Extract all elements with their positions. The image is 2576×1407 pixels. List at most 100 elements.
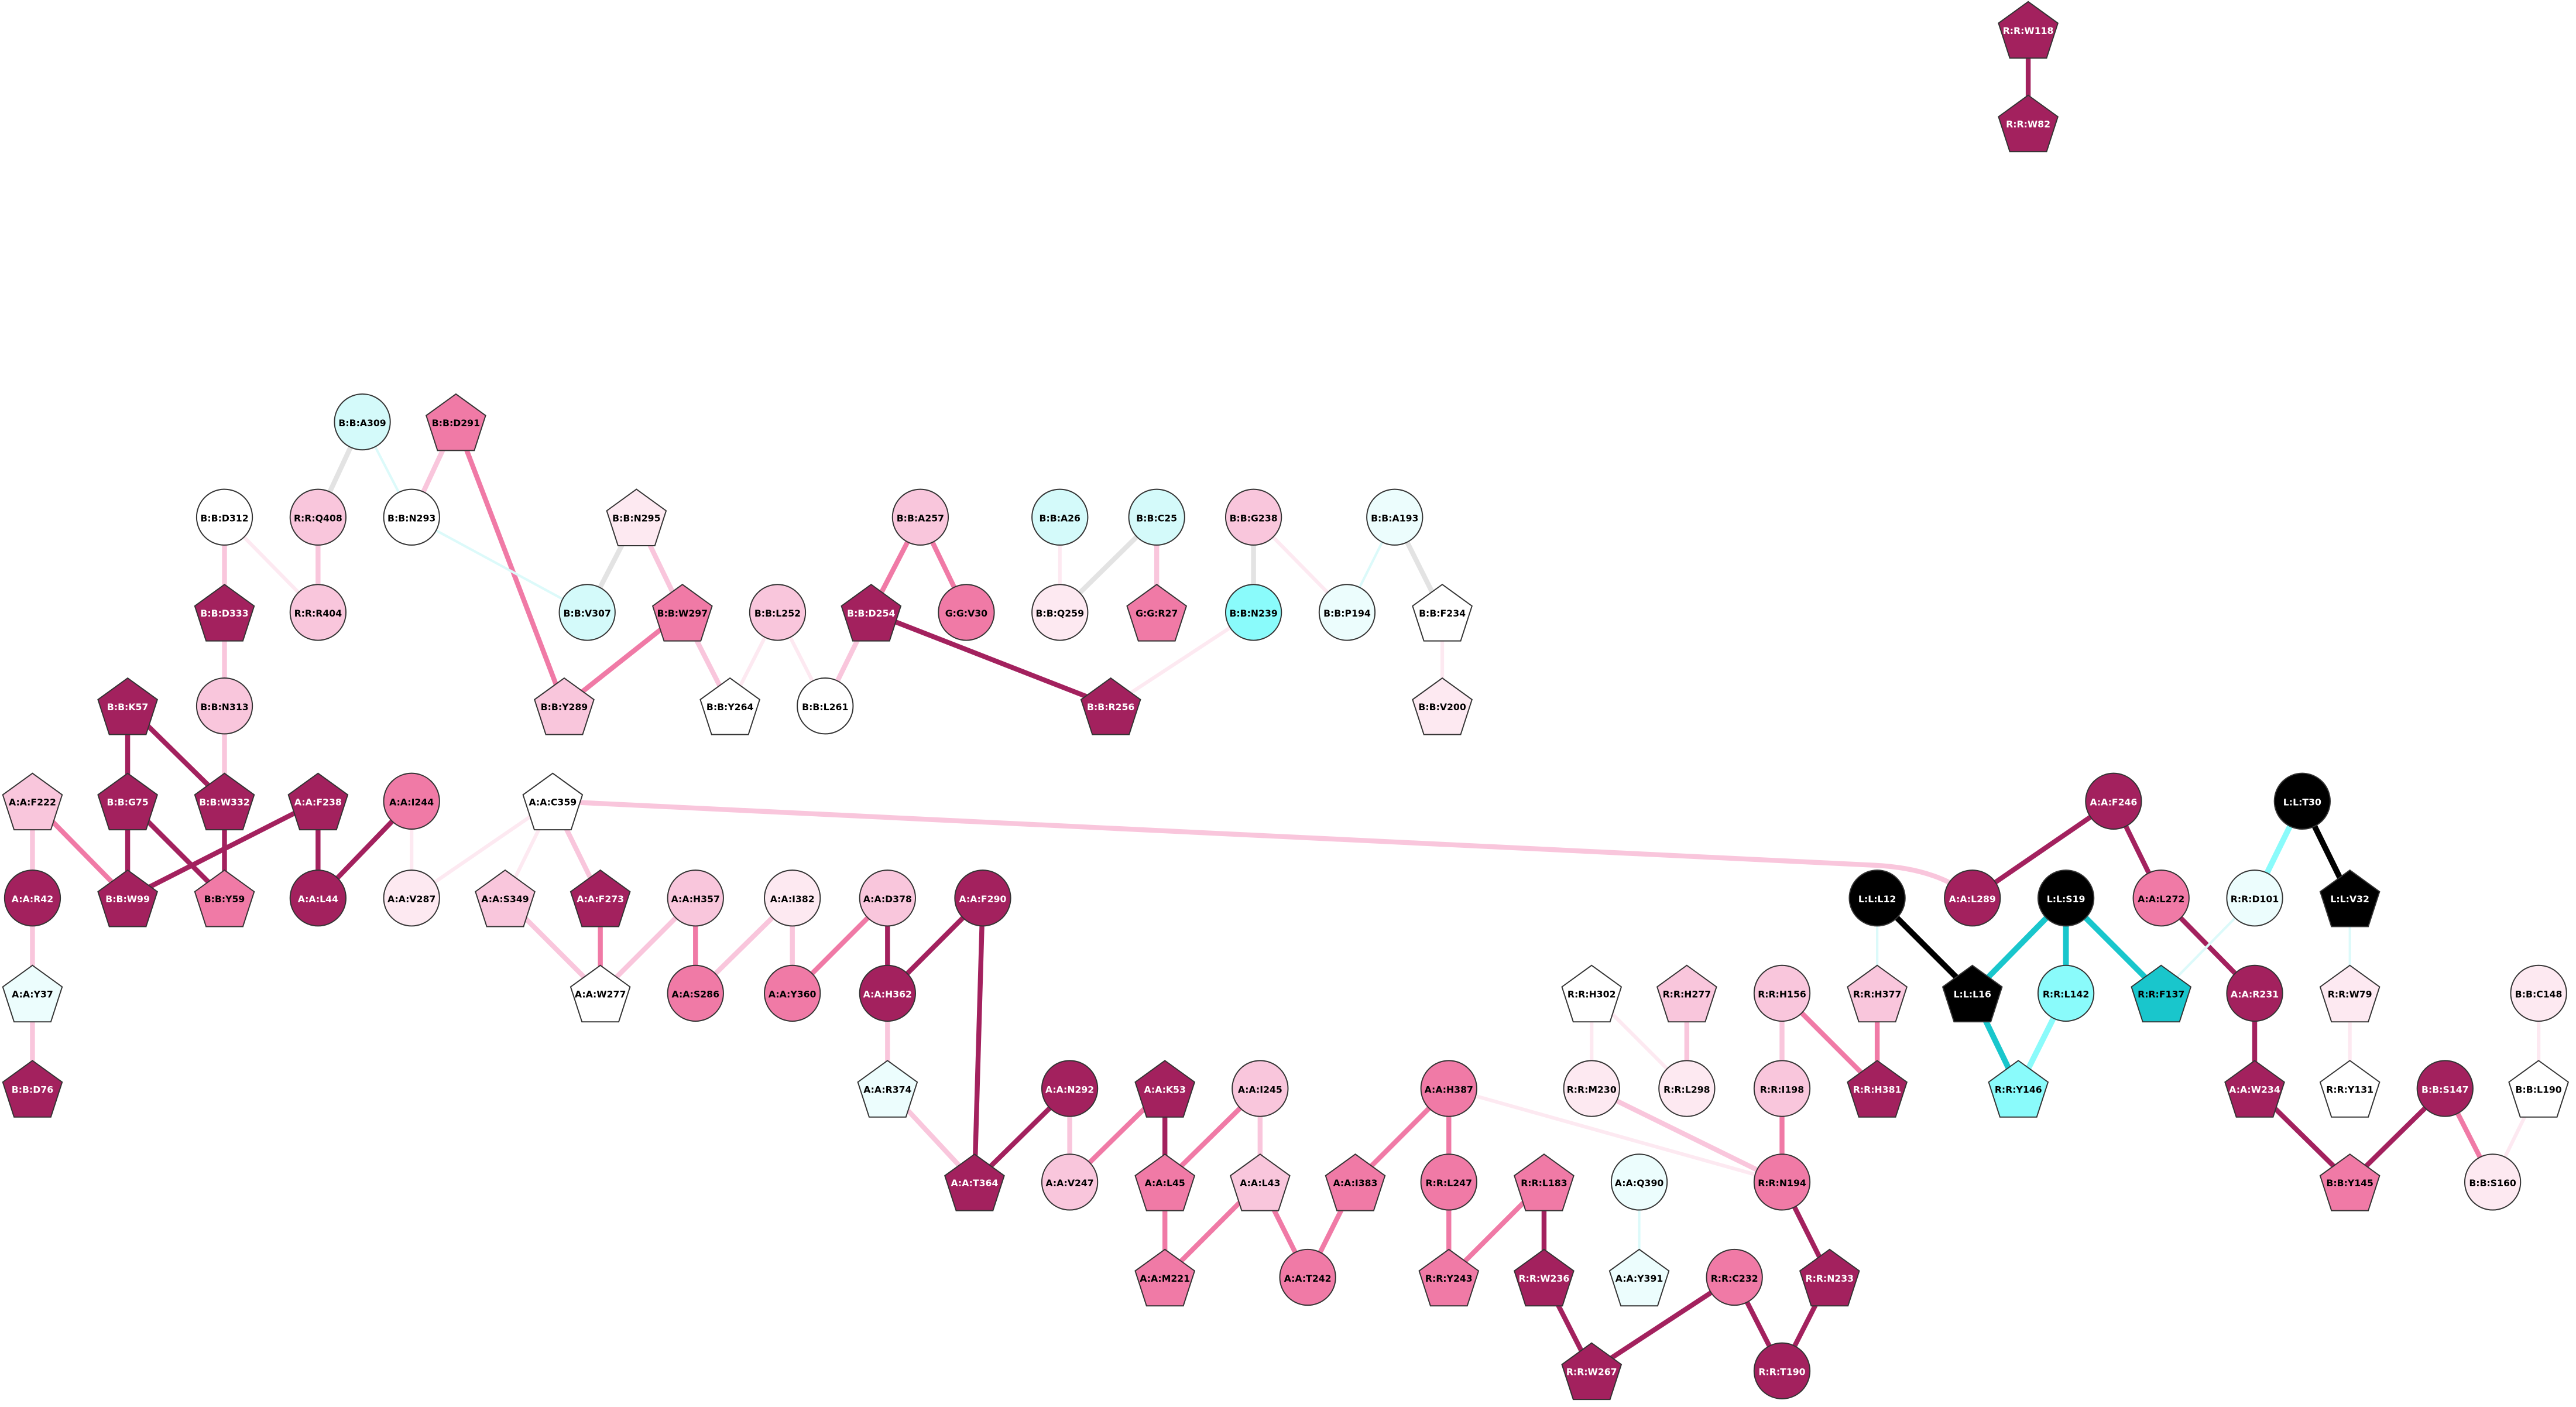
node-circle	[2132, 869, 2190, 927]
node: R:R:R404	[289, 584, 347, 641]
node-circle	[2085, 772, 2142, 830]
edge	[1448, 1087, 1783, 1184]
node-label: A:A:H387	[1425, 1084, 1473, 1095]
node-circle	[1753, 1342, 1811, 1399]
node-label: B:B:Q259	[1035, 608, 1084, 619]
node-label: R:R:H156	[1758, 989, 1806, 1000]
node-pentagon	[1799, 1248, 1860, 1307]
edge	[126, 799, 320, 901]
node-pentagon	[2319, 1153, 2381, 1211]
node-label: B:B:F234	[1419, 608, 1466, 619]
node-label: R:R:W79	[2328, 989, 2372, 1000]
node-label: B:B:W99	[105, 894, 150, 905]
node: R:R:L183	[1514, 1153, 1575, 1211]
node-pentagon	[1608, 1248, 1670, 1307]
node: B:B:Y264	[699, 677, 761, 735]
node-label: B:B:N313	[200, 701, 248, 713]
node: B:B:D254	[841, 584, 902, 642]
node: A:A:F246	[2085, 772, 2142, 830]
node-circle	[891, 488, 949, 546]
node-label: B:B:N239	[1229, 608, 1277, 619]
node: A:A:Y391	[1608, 1248, 1670, 1307]
node-label: A:A:W277	[575, 989, 626, 1000]
node-circle	[749, 584, 807, 641]
node: L:L:S19	[2037, 869, 2095, 927]
node-pentagon	[475, 869, 536, 927]
node: B:B:P194	[1318, 584, 1376, 641]
node-pentagon	[1080, 677, 1141, 735]
node: B:B:L190	[2508, 1060, 2570, 1118]
node-circle	[1224, 584, 1282, 641]
node: B:B:N313	[195, 677, 253, 735]
node-label: L:L:T30	[2283, 797, 2321, 808]
node-circle	[1041, 1060, 1099, 1117]
node-label: A:A:H357	[671, 894, 720, 905]
node-circle	[289, 584, 347, 641]
node-label: B:B:V200	[1418, 701, 1466, 713]
node-circle	[1041, 1153, 1099, 1211]
node-label: B:B:D254	[847, 608, 895, 619]
node: A:A:W277	[570, 964, 631, 1023]
node-pentagon	[522, 772, 584, 831]
node-label: B:B:S147	[2421, 1084, 2469, 1095]
node-pentagon	[1988, 1060, 2049, 1118]
node: B:B:D312	[195, 488, 253, 546]
node-circle	[764, 869, 821, 927]
node: R:R:C232	[1706, 1248, 1763, 1306]
node: B:B:N293	[383, 488, 440, 546]
node-label: R:R:N194	[1758, 1177, 1806, 1189]
node-label: B:B:D333	[200, 608, 248, 619]
node-label: A:A:V287	[387, 894, 435, 905]
node-pentagon	[1514, 1248, 1575, 1307]
node: B:B:R256	[1080, 677, 1141, 735]
node-pentagon	[2224, 1060, 2285, 1118]
node: A:A:R42	[4, 869, 61, 927]
node-circle	[1031, 488, 1089, 546]
node-pentagon	[1134, 1153, 1196, 1211]
node-label: R:R:L247	[1426, 1177, 1472, 1189]
node-label: B:B:D76	[12, 1084, 53, 1095]
node-circle	[2037, 964, 2095, 1022]
node-circle	[558, 584, 616, 641]
node-label: B:B:L252	[754, 608, 801, 619]
node-pentagon	[2, 1060, 63, 1118]
node-label: B:B:K57	[107, 701, 148, 713]
node-circle	[859, 964, 916, 1022]
node: R:R:H377	[1847, 964, 1908, 1023]
node-circle	[289, 488, 347, 546]
node-label: A:A:M221	[1140, 1273, 1190, 1284]
node-label: A:A:R231	[2231, 989, 2279, 1000]
node-label: R:R:M230	[1567, 1084, 1617, 1095]
node: B:B:A257	[891, 488, 949, 546]
node-pentagon	[1134, 1060, 1196, 1118]
node-label: A:A:I383	[1333, 1177, 1377, 1189]
node-label: A:A:K53	[1144, 1084, 1185, 1095]
node-label: B:B:C25	[1136, 513, 1177, 524]
node: B:B:A309	[334, 393, 391, 451]
node: L:L:L12	[1848, 869, 1906, 927]
node-label: A:A:S286	[672, 989, 720, 1000]
node: B:B:N295	[606, 488, 667, 547]
node-circle	[1366, 488, 1424, 546]
node: A:A:L43	[1229, 1153, 1291, 1211]
node: A:A:Y360	[764, 964, 821, 1022]
edges	[30, 29, 2541, 1373]
node: R:R:M230	[1563, 1060, 1620, 1117]
node: G:G:R27	[1126, 584, 1188, 642]
node-pentagon	[2319, 869, 2381, 927]
edge	[1590, 1086, 1783, 1185]
node: R:R:Y146	[1988, 1060, 2049, 1118]
node-label: A:A:Y391	[1615, 1273, 1663, 1284]
node: L:L:V32	[2319, 869, 2381, 927]
node-circle	[1128, 488, 1185, 546]
node: A:A:N292	[1041, 1060, 1099, 1117]
node: A:A:H357	[667, 869, 724, 927]
node: R:R:D101	[2226, 869, 2283, 927]
node-label: B:B:P194	[1323, 608, 1371, 619]
node: R:R:N233	[1799, 1248, 1860, 1307]
edge	[411, 516, 588, 614]
node-circle	[1753, 1060, 1811, 1117]
node: R:R:T190	[1753, 1342, 1811, 1399]
node-label: A:A:R374	[863, 1084, 911, 1095]
node-label: B:B:G75	[107, 797, 149, 808]
